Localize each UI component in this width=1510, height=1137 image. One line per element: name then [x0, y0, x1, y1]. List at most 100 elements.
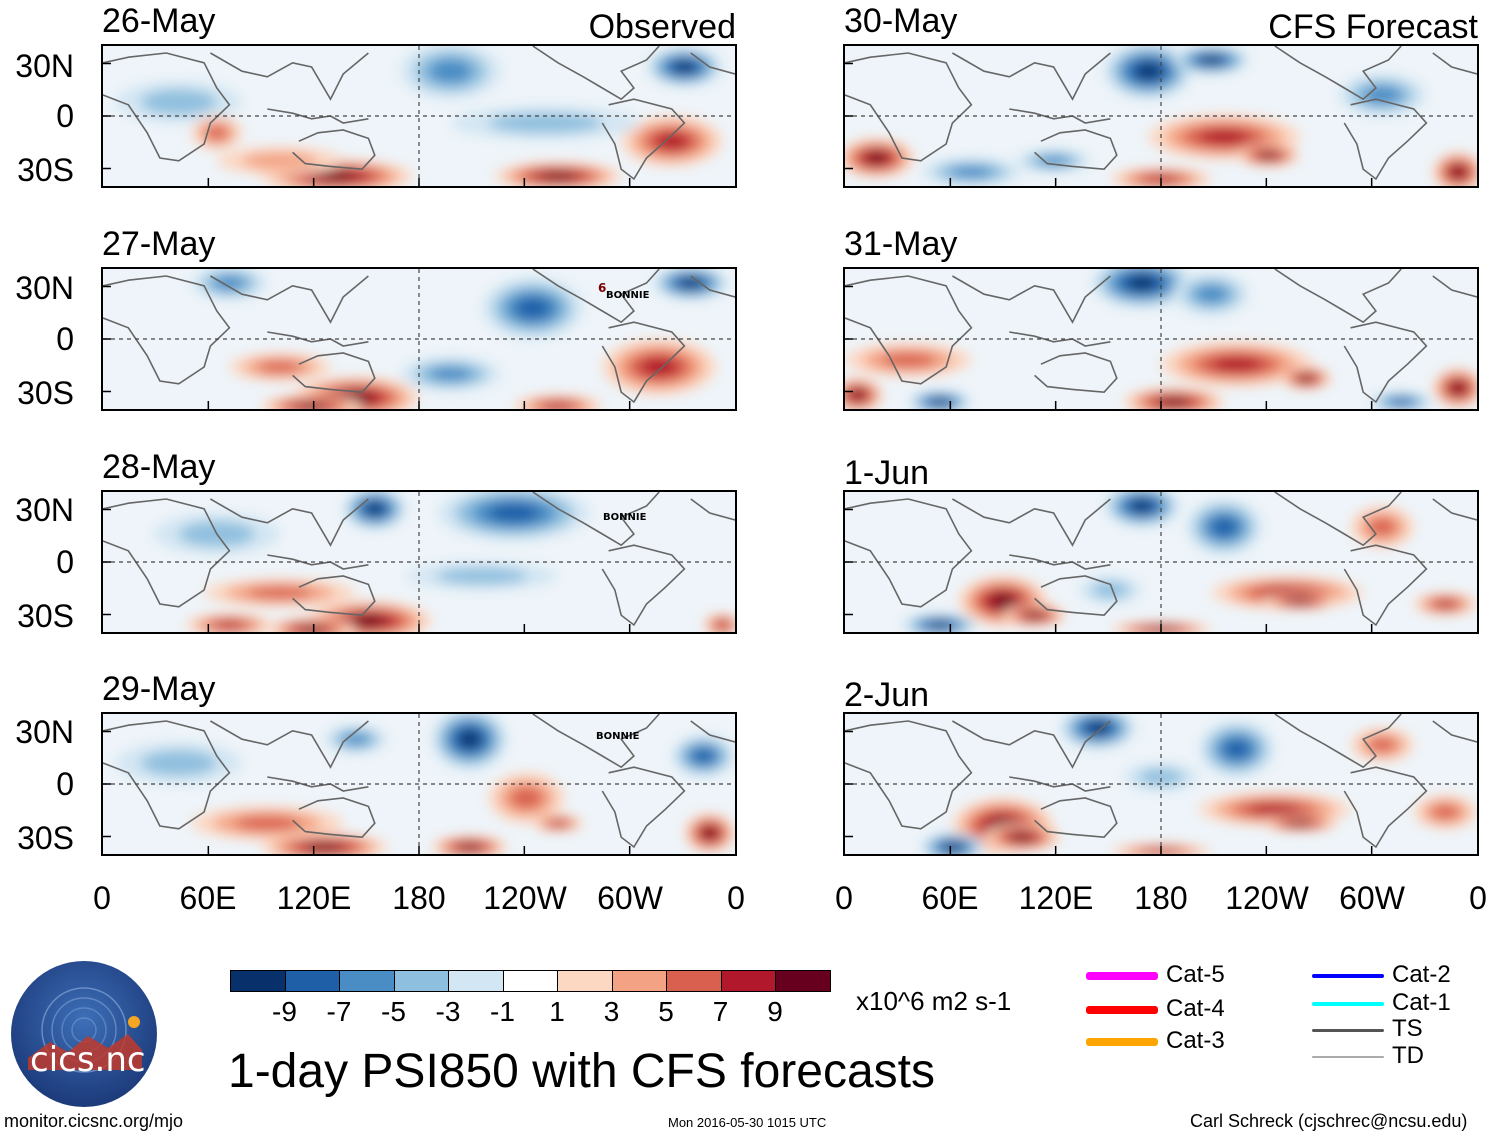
- anomaly-contour: [459, 843, 480, 851]
- lon-label: 0: [835, 880, 853, 916]
- anomaly-contour: [316, 171, 358, 181]
- lon-label: 60E: [921, 880, 979, 916]
- map-panel: [843, 490, 1479, 634]
- observed-column-label: Observed: [588, 8, 736, 46]
- anomaly-contour: [850, 390, 865, 400]
- lat-label: 0: [56, 544, 74, 580]
- anomaly-contour: [1249, 803, 1301, 815]
- coastline: [103, 498, 231, 608]
- legend-swatch: [1086, 972, 1158, 980]
- colorbar-swatch: [666, 970, 722, 992]
- map-panel: [843, 44, 1479, 188]
- lon-label: 0: [1469, 880, 1487, 916]
- anomaly-contour: [866, 152, 887, 164]
- lat-label: 0: [56, 98, 74, 134]
- coastline: [690, 52, 735, 75]
- footer-timestamp: Mon 2016-05-30 1015 UTC: [668, 1115, 827, 1130]
- anomaly-contour: [654, 132, 689, 150]
- anomaly-contour: [1201, 56, 1222, 64]
- logo-text: cics.nc: [30, 1040, 146, 1080]
- coastline: [267, 108, 369, 124]
- anomaly-contour: [674, 61, 695, 73]
- lat-label: 30N: [15, 48, 74, 84]
- legend-label: Cat-2: [1392, 961, 1451, 988]
- coastline: [292, 575, 376, 617]
- anomaly-contour: [929, 621, 951, 629]
- anomaly-contour: [488, 112, 603, 134]
- colorbar-swatch: [448, 970, 504, 992]
- anomaly-contour: [140, 750, 217, 776]
- anomaly-contour: [242, 152, 318, 170]
- coastline: [952, 498, 1111, 547]
- anomaly-contour: [1091, 581, 1130, 599]
- coastline: [1343, 321, 1428, 404]
- lat-label: 30N: [15, 270, 74, 306]
- anomaly-contour: [1434, 600, 1456, 608]
- storm-label-bonnie: BONNIE: [606, 290, 650, 301]
- colorbar-swatch: [502, 970, 558, 992]
- legend-label: TD: [1392, 1042, 1424, 1069]
- coastline: [103, 720, 231, 830]
- colorbar-label: 7: [712, 996, 729, 1027]
- lon-label: 0: [93, 880, 111, 916]
- storm-label-bonnie: BONNIE: [596, 731, 640, 742]
- coastline: [292, 797, 376, 839]
- anomaly-contour: [428, 59, 473, 84]
- panel-date: 26-May: [102, 2, 216, 40]
- colorbar-label: 9: [767, 996, 783, 1027]
- lat-label: 0: [56, 321, 74, 357]
- coastline: [690, 498, 735, 521]
- anomaly-contour: [1211, 356, 1263, 372]
- lon-label: 60W: [597, 880, 663, 916]
- coastline: [845, 52, 973, 162]
- anomaly-contour: [1451, 382, 1465, 394]
- anomaly-contour: [1128, 276, 1156, 290]
- map-panel: [101, 490, 737, 634]
- anomaly-contour: [234, 816, 300, 831]
- anomaly-contour: [1011, 833, 1033, 842]
- coastline: [292, 129, 376, 171]
- footer-author: Carl Schreck (cjschrec@ncsu.edu): [1190, 1111, 1468, 1131]
- legend-label: Cat-1: [1392, 989, 1451, 1016]
- coastline: [845, 498, 973, 608]
- coastline: [1009, 331, 1111, 347]
- coastline: [532, 46, 660, 101]
- colorbar-swatch: [393, 970, 449, 992]
- anomaly-contour: [213, 275, 246, 291]
- anomaly-contour: [1289, 598, 1311, 604]
- colorbar-label: -5: [381, 996, 406, 1027]
- coastline: [952, 720, 1111, 769]
- coastline: [1343, 766, 1428, 849]
- anomaly-contour: [205, 125, 228, 140]
- colorbar-label: 5: [658, 996, 674, 1027]
- lon-label: 120E: [276, 880, 352, 916]
- coastline: [532, 269, 660, 324]
- colorbar-swatch: [339, 970, 395, 992]
- coastline: [532, 492, 660, 547]
- anomaly-contour: [459, 730, 480, 748]
- anomaly-contour: [1159, 398, 1188, 406]
- lat-label: 30N: [15, 492, 74, 528]
- coastline: [1034, 129, 1118, 171]
- anomaly-contour: [214, 621, 245, 629]
- coastline: [210, 498, 369, 547]
- legend-swatch: [1086, 1038, 1158, 1046]
- anomaly-contour: [680, 278, 702, 288]
- storm-label-bonnie: BONNIE: [603, 512, 647, 523]
- coastline: [1274, 46, 1402, 101]
- colorbar-label: 3: [603, 996, 620, 1027]
- map-panel: [101, 267, 737, 411]
- colorbar-swatch: [284, 970, 340, 992]
- storm-marker: 6: [598, 281, 607, 295]
- lon-label: 120W: [1225, 880, 1309, 916]
- coastline: [103, 52, 231, 162]
- coastline: [952, 52, 1111, 101]
- coastline: [1343, 98, 1428, 181]
- coastline: [532, 714, 660, 769]
- coastline: [1343, 544, 1428, 627]
- map-panel: [843, 712, 1479, 856]
- panel-date: 30-May: [844, 2, 958, 40]
- anomaly-contour: [949, 166, 994, 178]
- lon-label: 180: [392, 880, 446, 916]
- lon-label: 60W: [1339, 880, 1405, 916]
